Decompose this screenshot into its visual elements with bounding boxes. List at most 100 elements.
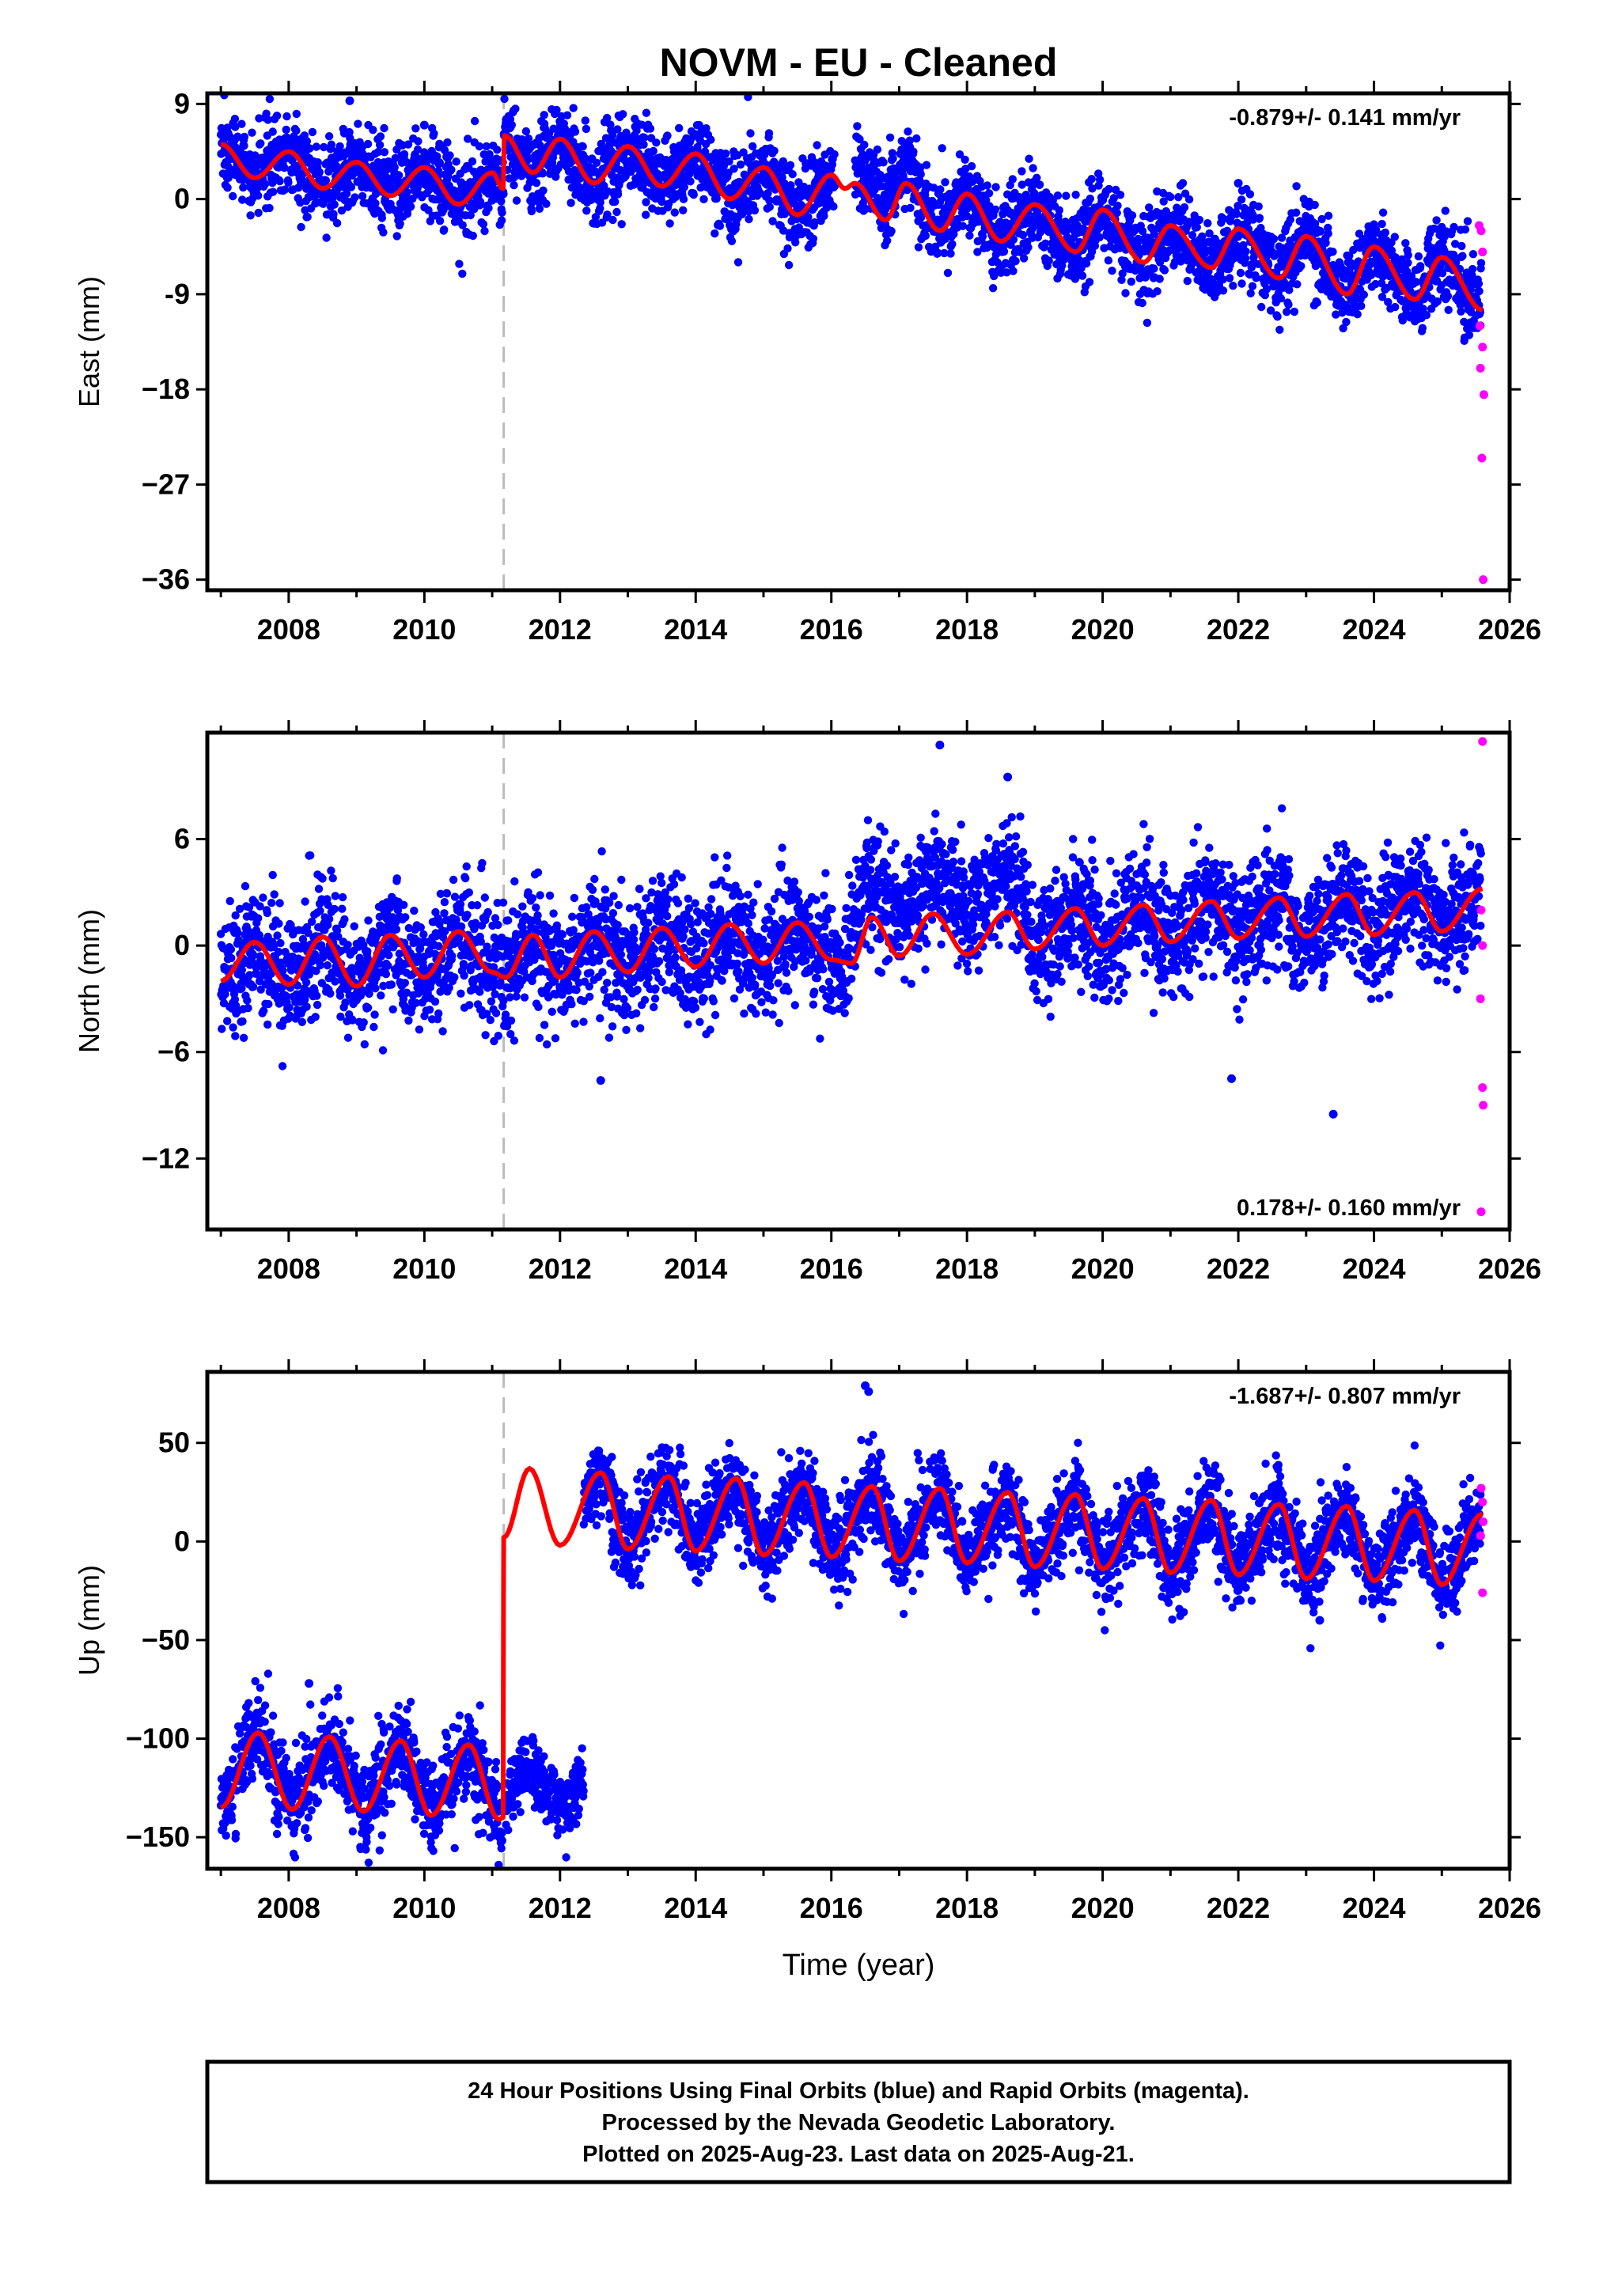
up-rate-label: -1.687+/- 0.807 mm/yr xyxy=(1229,1384,1461,1409)
up-outlier-point xyxy=(1315,1616,1324,1625)
east-plot-frame xyxy=(205,91,1512,593)
north-outlier-point xyxy=(596,1076,605,1085)
up-rapid-point xyxy=(1476,1531,1485,1540)
north-x-tick-label: 2010 xyxy=(392,1252,456,1285)
east-x-tick-label: 2018 xyxy=(935,613,999,646)
up-y-tick-label: −100 xyxy=(126,1722,190,1755)
east-x-tick-label: 2010 xyxy=(392,613,456,646)
up-x-tick-label: 2022 xyxy=(1207,1892,1270,1924)
east-x-tick-label: 2016 xyxy=(800,613,863,646)
north-rapid-point xyxy=(1479,1101,1488,1110)
east-x-tick-label: 2008 xyxy=(257,613,320,646)
footer-line-3: Plotted on 2025-Aug-23. Last data on 202… xyxy=(582,2142,1135,2167)
north-y-tick-label: −12 xyxy=(142,1142,190,1174)
up-x-tick-label: 2026 xyxy=(1478,1892,1541,1924)
up-rapid-point xyxy=(1476,1483,1486,1493)
east-outlier-point xyxy=(1234,179,1243,188)
north-x-tick-label: 2018 xyxy=(935,1252,999,1285)
up-outlier-point xyxy=(864,1387,874,1396)
up-rapid-point xyxy=(1478,1497,1487,1506)
east-rapid-point xyxy=(1477,453,1487,463)
north-x-tick-label: 2016 xyxy=(800,1252,863,1285)
north-x-tick-label: 2026 xyxy=(1478,1252,1541,1285)
north-plot-frame xyxy=(205,730,1512,1232)
east-outlier-point xyxy=(345,96,354,105)
north-y-tick-label: −6 xyxy=(157,1036,190,1068)
up-y-tick-label: −150 xyxy=(126,1821,190,1853)
north-model-line xyxy=(220,886,1484,989)
up-x-tick-label: 2024 xyxy=(1342,1892,1405,1924)
east-rapid-point xyxy=(1476,363,1485,373)
north-panel: 2008 2010 2012 2014 2016 2018 2020 2022 2024 2026… xyxy=(73,720,1541,1285)
north-x-tick-label: 2022 xyxy=(1207,1252,1270,1285)
east-y-tick-label: −36 xyxy=(142,563,190,596)
up-panel: 2008 2010 2012 2014 2016 2018 2020 2022 2024 2026… xyxy=(73,1359,1541,1924)
east-rapid-point xyxy=(1476,226,1486,236)
north-x-tick-label: 2012 xyxy=(529,1252,592,1285)
chart-title: NOVM - EU - Cleaned xyxy=(660,40,1058,85)
up-x-tick-label: 2012 xyxy=(529,1892,592,1924)
north-rapid-point xyxy=(1476,905,1486,915)
up-y-tick-label: −50 xyxy=(142,1623,190,1656)
north-x-tick-label: 2020 xyxy=(1071,1252,1135,1285)
east-y-tick-label: 0 xyxy=(174,183,190,215)
east-model-line xyxy=(220,133,1484,313)
north-rapid-point xyxy=(1478,1083,1487,1093)
east-x-tick-label: 2022 xyxy=(1207,613,1270,646)
north-x-tick-label: 2024 xyxy=(1342,1252,1405,1285)
east-rapid-point xyxy=(1479,575,1488,585)
up-model-line xyxy=(219,1466,1484,1822)
north-x-tick-label: 2008 xyxy=(257,1252,320,1285)
east-rapid-point xyxy=(1479,390,1488,400)
up-x-tick-label: 2016 xyxy=(800,1892,863,1924)
footer-frame xyxy=(205,2059,1512,2184)
up-x-tick-label: 2020 xyxy=(1071,1892,1135,1924)
east-x-tick-label: 2024 xyxy=(1342,613,1405,646)
east-x-tick-label: 2012 xyxy=(529,613,592,646)
north-rapid-point xyxy=(1476,994,1485,1003)
north-x-tick-label: 2014 xyxy=(664,1252,727,1285)
north-outlier-point xyxy=(1227,1074,1237,1083)
east-panel: 2008 2010 2012 2014 2016 2018 2020 2022 2024 2026… xyxy=(73,81,1541,646)
footer-line-2: Processed by the Nevada Geodetic Laborat… xyxy=(602,2110,1116,2135)
east-rate-label: -0.879+/- 0.141 mm/yr xyxy=(1229,105,1461,131)
east-x-tick-label: 2014 xyxy=(664,613,727,646)
north-rate-label: 0.178+/- 0.160 mm/yr xyxy=(1237,1195,1461,1221)
up-plot-frame xyxy=(205,1370,1512,1871)
north-outlier-point xyxy=(935,741,945,750)
east-y-tick-label: 9 xyxy=(174,87,190,119)
east-y-tick-label: −18 xyxy=(142,373,190,405)
east-rapid-point xyxy=(1475,321,1484,331)
up-y-tick-label: 50 xyxy=(158,1426,190,1459)
up-outlier-point xyxy=(305,1679,314,1688)
up-x-tick-label: 2010 xyxy=(392,1892,456,1924)
north-rapid-point xyxy=(1476,1207,1486,1217)
east-x-tick-label: 2026 xyxy=(1478,613,1541,646)
north-rapid-point xyxy=(1478,737,1487,746)
x-axis-label: Time (year) xyxy=(783,1949,935,1982)
east-outlier-point xyxy=(419,120,429,130)
north-y-tick-label: 0 xyxy=(174,929,190,961)
east-x-tick-label: 2020 xyxy=(1071,613,1135,646)
east-y-tick-label: −27 xyxy=(142,468,190,500)
east-y-tick-label: -9 xyxy=(165,278,190,310)
up-x-tick-label: 2008 xyxy=(257,1892,320,1924)
up-rapid-point xyxy=(1479,1517,1488,1526)
east-rapid-point xyxy=(1478,247,1487,256)
north-y-axis-label: North (mm) xyxy=(73,909,105,1053)
footer-box: 24 Hour Positions Using Final Orbits (bl… xyxy=(205,2059,1512,2184)
north-outlier-point xyxy=(1328,1109,1338,1119)
north-outlier-point xyxy=(1003,772,1013,782)
up-x-tick-label: 2014 xyxy=(664,1892,727,1924)
up-y-axis-label: Up (mm) xyxy=(73,1565,105,1676)
up-rapid-point xyxy=(1478,1588,1487,1597)
north-rapid-point xyxy=(1478,941,1487,950)
east-rapid-point xyxy=(1478,343,1487,352)
north-y-tick-label: 6 xyxy=(174,823,190,855)
up-x-tick-label: 2018 xyxy=(935,1892,999,1924)
up-y-tick-label: 0 xyxy=(174,1525,190,1557)
footer-line-1: 24 Hour Positions Using Final Orbits (bl… xyxy=(468,2078,1249,2104)
east-y-axis-label: East (mm) xyxy=(73,276,105,407)
